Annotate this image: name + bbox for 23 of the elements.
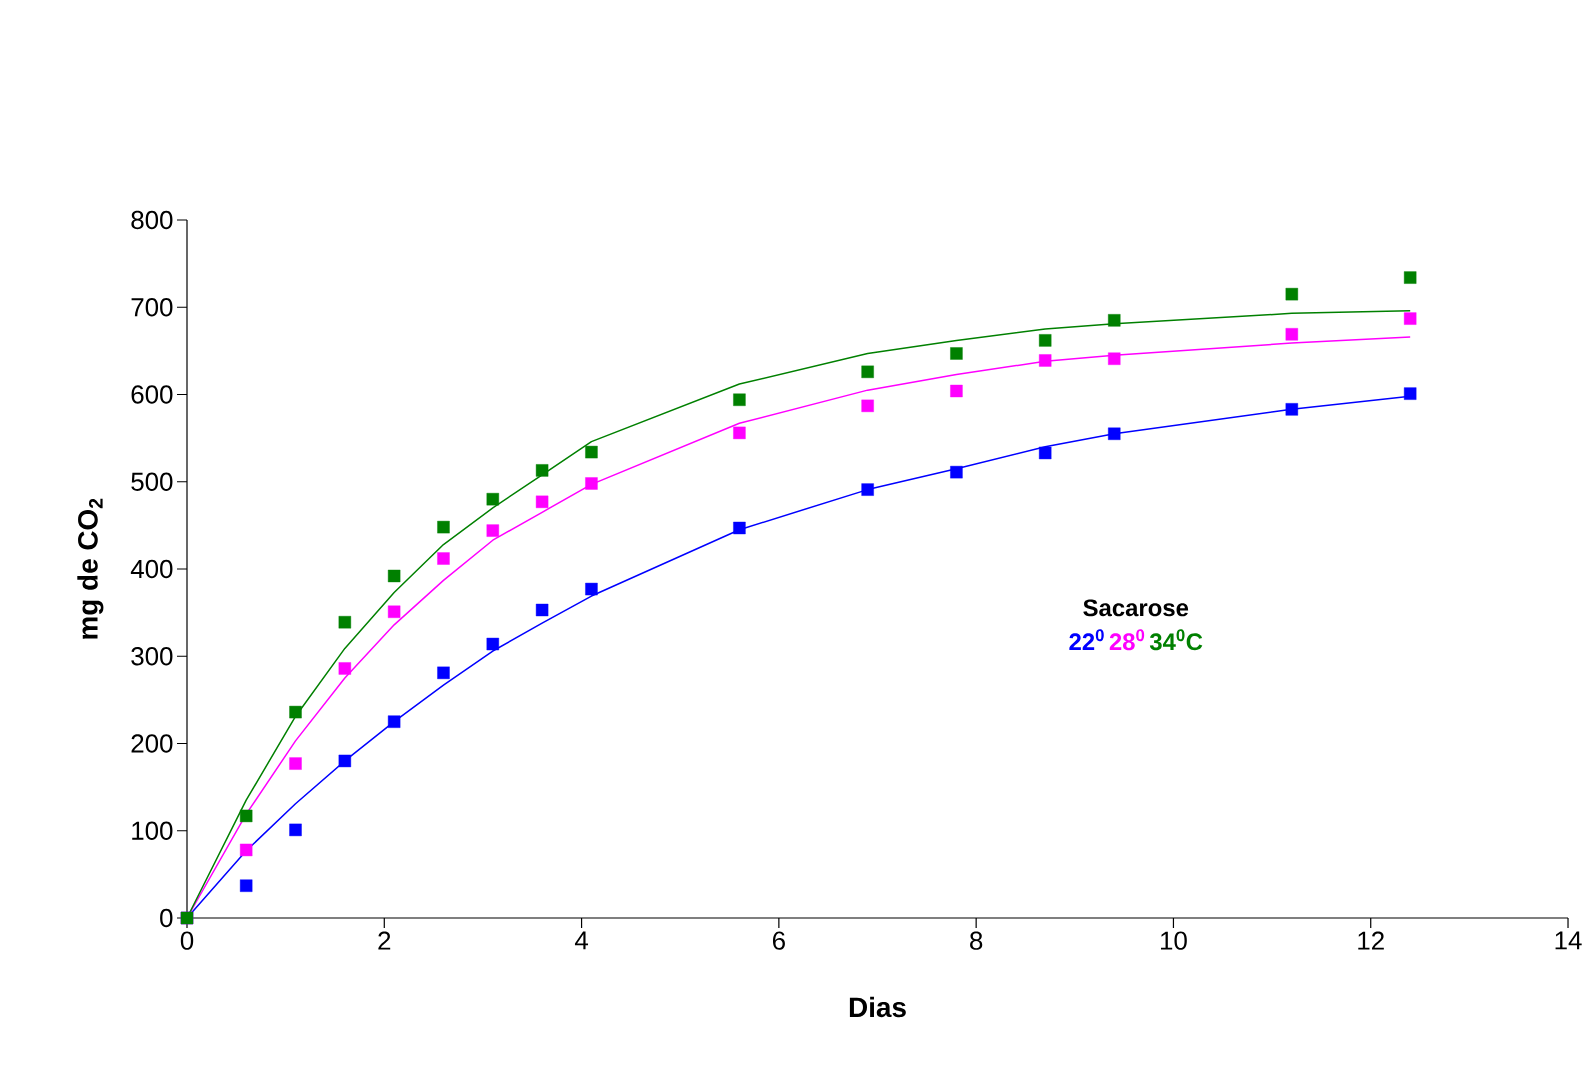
y-axis-title: mg de CO$_{2}$ xyxy=(77,498,104,639)
x-tick-label: 10 xyxy=(1161,931,1187,950)
x-tick-label: 14 xyxy=(1555,931,1582,950)
y-tick-label: 200 xyxy=(131,734,173,753)
y-tick-label: 0 xyxy=(160,908,173,928)
y-tick-label: 800 xyxy=(131,210,173,230)
y-tick-label: 100 xyxy=(132,821,173,840)
x-axis-title: Dias xyxy=(849,996,906,1018)
x-tick-label: 8 xyxy=(970,931,983,950)
x-tick-label: 6 xyxy=(772,931,785,950)
y-tick-label: 700 xyxy=(131,298,173,317)
y-tick-label: 300 xyxy=(131,647,173,666)
x-tick-label: 2 xyxy=(378,931,391,950)
text: 34$^{0}$C xyxy=(1149,629,1203,651)
text: 28$^{0}$ xyxy=(1109,629,1145,651)
x-tick-label: 0 xyxy=(180,931,194,950)
x-tick-label: 12 xyxy=(1358,931,1384,950)
x-tick-label: 4 xyxy=(574,931,589,950)
y-tick-label: 400 xyxy=(130,559,173,579)
y-tick-label: 500 xyxy=(131,472,173,491)
text: 22$^{0}$ xyxy=(1069,629,1104,650)
legend-title: Sacarose xyxy=(1083,599,1189,617)
y-tick-label: 600 xyxy=(131,385,173,404)
